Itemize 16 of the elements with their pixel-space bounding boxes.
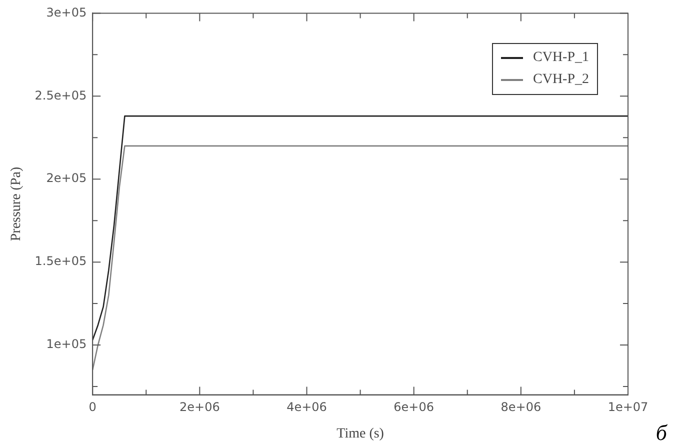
legend-label: CVH-P_2 xyxy=(533,72,590,88)
x-tick-label: 4e+06 xyxy=(286,400,327,414)
y-tick-label: 1.5e+05 xyxy=(34,254,87,268)
x-tick-label: 8e+06 xyxy=(500,400,542,414)
text: б xyxy=(656,420,667,446)
y-tick-label: 2e+05 xyxy=(46,171,87,186)
y-tick-label: 3e+05 xyxy=(46,5,87,20)
x-tick-label: 0 xyxy=(88,400,96,414)
x-tick-label: 1e+07 xyxy=(608,400,648,414)
y-tick-label: 2.5e+05 xyxy=(34,88,87,102)
x-tick-label: 2e+06 xyxy=(180,400,220,414)
x-tick-label: 6e+06 xyxy=(394,400,434,414)
y-tick-label: 1e+05 xyxy=(46,337,87,352)
legend-label: CVH-P_1 xyxy=(533,50,590,66)
x-axis-title: Time (s) xyxy=(336,426,384,442)
y-axis-title: Pressure (Pa) xyxy=(9,166,24,242)
